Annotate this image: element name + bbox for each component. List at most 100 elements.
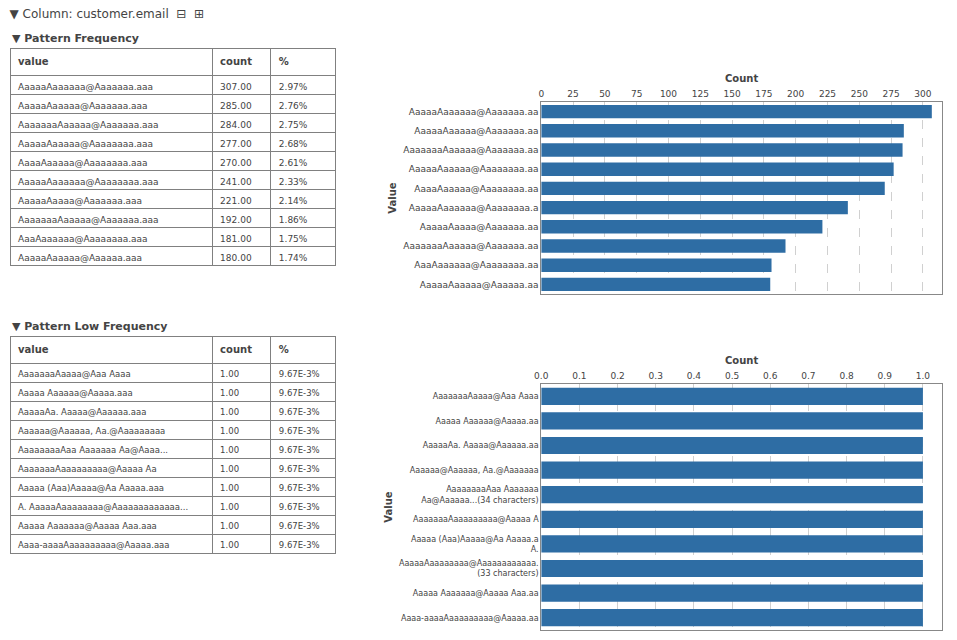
- svg-text:225: 225: [819, 89, 836, 99]
- svg-text:0.4: 0.4: [687, 371, 702, 381]
- svg-text:value: value: [18, 344, 49, 355]
- svg-text:AaaAaaaaaa@Aaaaaaaa.aaa: AaaAaaaaaa@Aaaaaaaa.aaa: [18, 234, 148, 244]
- svg-text:Count: Count: [725, 355, 758, 366]
- svg-text:AaaaaAaaaaaa@Aaaaaaa.aa: AaaaaAaaaaaa@Aaaaaaa.aa: [409, 107, 539, 117]
- svg-text:180.00: 180.00: [220, 253, 252, 263]
- svg-text:AaaaaaaAaaaaa@Aaaaaaa.aaa: AaaaaaaAaaaaa@Aaaaaaa.aaa: [18, 215, 159, 225]
- svg-text:181.00: 181.00: [220, 234, 252, 244]
- svg-text:284.00: 284.00: [220, 120, 252, 130]
- svg-text:AaaaaAaaaaa@Aaaaaa.aaa: AaaaaAaaaaa@Aaaaaa.aaa: [18, 253, 142, 263]
- svg-text:count: count: [220, 344, 252, 355]
- svg-text:1.00: 1.00: [220, 426, 239, 436]
- svg-text:AaaaaAaaaaa@Aaaaaaaa.aa: AaaaaAaaaaa@Aaaaaaaa.aa: [409, 164, 539, 174]
- svg-text:2.14%: 2.14%: [279, 196, 308, 206]
- svg-text:241.00: 241.00: [220, 177, 252, 187]
- svg-text:2.75%: 2.75%: [279, 120, 308, 130]
- svg-text:AaaaaaaAaaaaa@Aaaaaaa.aaa: AaaaaaaAaaaaa@Aaaaaaa.aaa: [18, 120, 159, 130]
- svg-text:AaaaaaaaAaa Aaaaaaa Aa@Aaaa...: AaaaaaaaAaa Aaaaaaa Aa@Aaaa...: [18, 445, 168, 455]
- svg-text:Count: Count: [725, 73, 758, 84]
- svg-text:AaaaaAaaaaaa@Aaaaaaa.aaa: AaaaaAaaaaaa@Aaaaaaa.aaa: [18, 82, 153, 92]
- svg-text:Aaaaa Aaaaaa@Aaaaa.aa: Aaaaa Aaaaaa@Aaaaa.aa: [436, 417, 539, 426]
- svg-text:0: 0: [538, 89, 544, 99]
- svg-text:300: 300: [914, 89, 931, 99]
- svg-text:AaaaAaaaaa@Aaaaaaaa.aa: AaaaAaaaaa@Aaaaaaaa.aa: [414, 184, 538, 194]
- svg-text:AaaaaAaaaaa@Aaaaaaa.aa: AaaaaAaaaaa@Aaaaaaa.aa: [414, 126, 538, 136]
- svg-text:AaaaaAaaaa@Aaaaaaa.aa: AaaaaAaaaa@Aaaaaaa.aa: [420, 222, 539, 232]
- svg-text:125: 125: [692, 89, 709, 99]
- svg-text:AaaAaaaaaa@Aaaaaaaa.aa: AaaAaaaaaa@Aaaaaaaa.aa: [414, 260, 538, 270]
- svg-text:9.67E-3%: 9.67E-3%: [279, 540, 320, 550]
- svg-text:221.00: 221.00: [220, 196, 252, 206]
- svg-text:9.67E-3%: 9.67E-3%: [279, 521, 320, 531]
- svg-text:0.0: 0.0: [534, 371, 549, 381]
- svg-text:%: %: [279, 344, 289, 355]
- svg-text:AaaaaaaAaaaaa@Aaaaaaa.aa: AaaaaaaAaaaaa@Aaaaaaa.aa: [403, 145, 538, 155]
- svg-text:9.67E-3%: 9.67E-3%: [279, 445, 320, 455]
- svg-text:AaaaaAaaaaa@Aaaaaaaa.aaa: AaaaaAaaaaa@Aaaaaaaa.aaa: [18, 139, 153, 149]
- svg-text:AaaaaAaaaaa@Aaaaaa.aa: AaaaaAaaaaa@Aaaaaa.aa: [420, 280, 539, 290]
- svg-text:Aaaaa (Aaa)Aaaaa@Aa Aaaaa.aaa: Aaaaa (Aaa)Aaaaa@Aa Aaaaa.aaa: [18, 483, 164, 493]
- svg-text:0.5: 0.5: [725, 371, 739, 381]
- svg-text:100: 100: [660, 89, 677, 99]
- svg-text:9.67E-3%: 9.67E-3%: [279, 502, 320, 512]
- svg-text:0.8: 0.8: [839, 371, 854, 381]
- svg-text:Aaaaaa@Aaaaaa, Aa.@Aaaaaaa: Aaaaaa@Aaaaaa, Aa.@Aaaaaaa: [410, 466, 539, 475]
- svg-text:9.67E-3%: 9.67E-3%: [279, 483, 320, 493]
- svg-text:AaaaaAa. Aaaaa@Aaaaaa.aaa: AaaaaAa. Aaaaa@Aaaaaa.aaa: [18, 407, 146, 417]
- svg-text:Value: Value: [383, 491, 394, 522]
- svg-text:AaaaAaaaaa@Aaaaaaaa.aaa: AaaaAaaaaa@Aaaaaaaa.aaa: [18, 158, 148, 168]
- svg-text:277.00: 277.00: [220, 139, 252, 149]
- svg-text:9.67E-3%: 9.67E-3%: [279, 426, 320, 436]
- svg-text:1.00: 1.00: [220, 502, 239, 512]
- svg-text:270.00: 270.00: [220, 158, 252, 168]
- svg-text:AaaaaAaaaaaaaa@Aaaaaaaaaaaa.(3: AaaaaAaaaaaaaa@Aaaaaaaaaaaa.(33 characte…: [399, 559, 539, 578]
- svg-text:AaaaaaaAaaaaaaaaa@Aaaaa Aa: AaaaaaaAaaaaaaaaa@Aaaaa Aa: [18, 464, 157, 474]
- svg-text:AaaaaAaaaaaa@Aaaaaaaa.a: AaaaaAaaaaaa@Aaaaaaaa.a: [409, 203, 539, 213]
- svg-text:%: %: [279, 56, 289, 67]
- svg-text:2.68%: 2.68%: [279, 139, 308, 149]
- svg-text:2.97%: 2.97%: [279, 82, 308, 92]
- svg-text:A. AaaaaAaaaaaaaa@Aaaaaaaaaaaa: A. AaaaaAaaaaaaaa@Aaaaaaaaaaaaa...: [18, 502, 188, 512]
- svg-text:AaaaaaaAaaaaaaaaa@Aaaaa A: AaaaaaaAaaaaaaaaa@Aaaaa A: [413, 515, 539, 524]
- svg-text:Aaaa-aaaaAaaaaaaaaa@Aaaaa.aa: Aaaa-aaaaAaaaaaaaaa@Aaaaa.aa: [401, 614, 539, 623]
- svg-text:▼ Column: customer.email ⊟ ⊞: ▼ Column: customer.email ⊟ ⊞: [10, 7, 205, 21]
- svg-text:AaaaaAa. Aaaaa@Aaaaaa.aa: AaaaaAa. Aaaaa@Aaaaaa.aa: [423, 441, 539, 450]
- svg-text:250: 250: [851, 89, 868, 99]
- svg-text:1.00: 1.00: [220, 521, 239, 531]
- svg-text:Aaaaa Aaaaaa@Aaaaa.aaa: Aaaaa Aaaaaa@Aaaaa.aaa: [18, 388, 133, 398]
- svg-text:75: 75: [631, 89, 642, 99]
- svg-text:200: 200: [787, 89, 804, 99]
- svg-text:275: 275: [883, 89, 900, 99]
- svg-text:count: count: [220, 56, 252, 67]
- svg-text:Aaaaa Aaaaaaa@Aaaaa Aaa.aa: Aaaaa Aaaaaaa@Aaaaa Aaa.aa: [413, 589, 539, 598]
- svg-text:▼ Pattern Low Frequency: ▼ Pattern Low Frequency: [12, 320, 167, 333]
- svg-text:Aaaaa (Aaa)Aaaaa@Aa Aaaaa.aA.: Aaaaa (Aaa)Aaaaa@Aa Aaaaa.aA.: [411, 535, 539, 554]
- svg-text:1.86%: 1.86%: [279, 215, 308, 225]
- svg-text:1.00: 1.00: [220, 445, 239, 455]
- svg-text:AaaaaAaaaaaa@Aaaaaaaa.aaa: AaaaaAaaaaaa@Aaaaaaaa.aaa: [18, 177, 159, 187]
- svg-text:307.00: 307.00: [220, 82, 252, 92]
- svg-text:25: 25: [567, 89, 578, 99]
- svg-text:192.00: 192.00: [220, 215, 252, 225]
- svg-text:9.67E-3%: 9.67E-3%: [279, 388, 320, 398]
- svg-text:0.6: 0.6: [763, 371, 778, 381]
- svg-text:1.0: 1.0: [916, 371, 931, 381]
- svg-text:Aaaaa Aaaaaaa@Aaaaa Aaa.aaa: Aaaaa Aaaaaaa@Aaaaa Aaa.aaa: [18, 521, 157, 531]
- svg-text:1.00: 1.00: [220, 540, 239, 550]
- svg-text:285.00: 285.00: [220, 101, 252, 111]
- svg-text:1.00: 1.00: [220, 464, 239, 474]
- svg-text:1.00: 1.00: [220, 483, 239, 493]
- svg-text:AaaaaaaaAaa AaaaaaaAa@Aaaaaa..: AaaaaaaaAaa AaaaaaaAa@Aaaaaa...(34 chara…: [421, 485, 539, 504]
- svg-text:0.9: 0.9: [878, 371, 893, 381]
- svg-text:1.00: 1.00: [220, 369, 239, 379]
- svg-text:2.61%: 2.61%: [279, 158, 308, 168]
- svg-text:AaaaaaaAaaaa@Aaa Aaaa: AaaaaaaAaaaa@Aaa Aaaa: [433, 392, 539, 401]
- svg-text:175: 175: [755, 89, 772, 99]
- svg-text:9.67E-3%: 9.67E-3%: [279, 464, 320, 474]
- svg-text:2.33%: 2.33%: [279, 177, 308, 187]
- svg-text:9.67E-3%: 9.67E-3%: [279, 407, 320, 417]
- svg-text:1.00: 1.00: [220, 388, 239, 398]
- svg-text:1.00: 1.00: [220, 407, 239, 417]
- svg-text:1.74%: 1.74%: [279, 253, 308, 263]
- svg-text:9.67E-3%: 9.67E-3%: [279, 369, 320, 379]
